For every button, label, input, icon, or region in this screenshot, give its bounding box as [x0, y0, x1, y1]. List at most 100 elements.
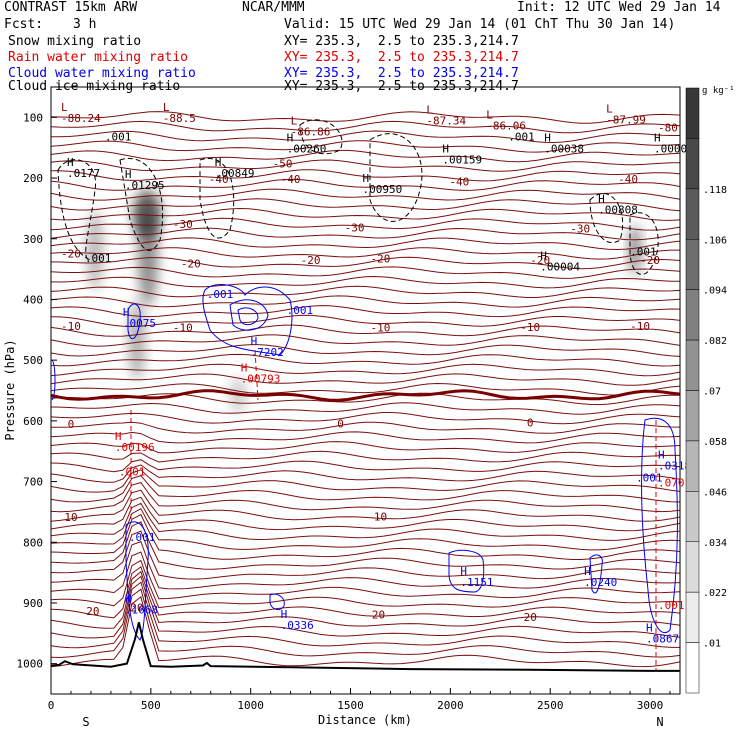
extremum-label: H.0867	[646, 621, 679, 645]
extremum-kind: H	[598, 192, 605, 205]
x-tick-label: 2500	[537, 699, 564, 712]
colorbar-tick-label: .01	[703, 639, 721, 650]
colorbar-segment	[685, 541, 700, 593]
extremum-value: .00808	[598, 203, 638, 216]
extremum-label: H.1668	[125, 592, 158, 616]
isotherm-label: -20	[640, 254, 660, 267]
isotherm-label: -20	[301, 254, 321, 267]
isotherm-label: 0	[337, 418, 344, 431]
isotherm-line	[50, 324, 681, 337]
field-label-cloudice: Cloud ice mixing ratio	[8, 79, 181, 94]
extremum-label: .001	[287, 304, 314, 317]
isotherm-label: 20	[130, 601, 143, 614]
isotherm-line	[50, 373, 681, 386]
colorbar-segment	[685, 339, 700, 391]
extremum-label: H.00808	[598, 192, 638, 216]
extremum-kind: L	[291, 115, 298, 128]
isotherm-line	[50, 111, 681, 124]
cloud-water-contour	[641, 417, 678, 633]
start-endpoint-label: S	[82, 715, 89, 729]
cloud-ice-contour	[199, 157, 235, 239]
y-tick-label: 100	[23, 111, 43, 124]
extremum-kind: H	[125, 168, 132, 181]
isotherm-line	[50, 431, 681, 444]
extremum-label: H.00159	[442, 142, 482, 166]
extremum-label: H.0240	[584, 565, 617, 589]
extremum-value: .01295	[125, 179, 165, 192]
extremum-kind: L	[606, 102, 613, 115]
extremum-label: .001	[119, 465, 145, 478]
extremum-kind: H	[67, 156, 74, 169]
isotherm-line	[50, 459, 681, 473]
colorbar-segment	[685, 642, 700, 694]
colorbar-tick-label: .106	[703, 235, 727, 246]
y-tick-label: 200	[23, 172, 43, 185]
extremum-kind: H	[241, 362, 248, 375]
field-xy-cloudice: XY= 235.3, 2.5 to 235.3,214.7	[284, 79, 519, 94]
snow-shade-blob	[87, 210, 103, 290]
extremum-value: .0177	[67, 167, 100, 180]
colorbar-segment	[685, 591, 700, 643]
isotherm-line	[50, 530, 681, 580]
colorbar-segment	[685, 440, 700, 492]
isotherm-line	[50, 140, 681, 153]
extremum-value: .7202	[251, 346, 284, 359]
y-tick-label: 800	[23, 536, 43, 549]
extremum-kind: H	[658, 448, 665, 461]
extremum-label: L-86.06	[486, 108, 526, 132]
extremum-kind: H	[215, 156, 222, 169]
colorbar-tick-label: .058	[703, 437, 727, 448]
contour-labels: -50 -40 -40 -40 -40 -30 -30 -30 -20 -20 -20 -20 -20 -…	[61, 101, 691, 645]
isotherm-label: -20	[181, 257, 201, 270]
extremum-value: .00196	[115, 441, 155, 454]
colorbar-segment	[685, 188, 700, 240]
extremum-value: .001	[85, 252, 112, 265]
extremum-value: .001	[129, 531, 156, 544]
extremum-label: H.00260	[287, 132, 327, 156]
isotherm-line	[50, 441, 681, 454]
extremum-label: L-86.86	[291, 115, 331, 139]
colorbar-unit: g kg⁻¹	[702, 86, 735, 96]
isotherm-line	[50, 247, 680, 260]
extremum-value: .070	[658, 476, 685, 489]
extremum-kind: H	[544, 132, 551, 145]
isotherm-line	[50, 551, 681, 600]
extremum-kind: H	[123, 306, 130, 319]
extremum-label: L-87.99	[606, 102, 646, 126]
isotherm-line	[50, 421, 681, 434]
y-tick-label: 900	[23, 597, 43, 610]
cloud-water-contour	[589, 554, 603, 594]
extremum-kind: H	[442, 142, 449, 155]
colorbar-segment	[685, 289, 700, 341]
isotherm-label: -30	[173, 218, 193, 231]
org-label: NCAR/MMM	[242, 0, 305, 15]
isotherm-line	[50, 217, 681, 231]
extremum-value: .00260	[287, 143, 327, 156]
extremum-value: -88.5	[163, 112, 196, 125]
x-tick-label: 2000	[437, 699, 464, 712]
extremum-label: .001	[207, 288, 234, 301]
isotherm-label: 20	[372, 609, 385, 622]
isotherm-line	[50, 363, 681, 377]
cloud-water-contour	[229, 299, 269, 331]
extremum-label: H.00196	[115, 430, 155, 454]
extremum-label: .001	[636, 472, 663, 485]
colorbar-segment	[685, 491, 700, 543]
colorbar-tick-label: .082	[703, 336, 727, 347]
isotherm-line	[50, 469, 681, 493]
extremum-kind: H	[115, 430, 122, 443]
extremum-kind: H	[125, 592, 132, 605]
isotherm-zero-line	[50, 389, 681, 402]
extremum-value: .00038	[544, 143, 584, 156]
cloud-water-contour	[51, 359, 56, 401]
isotherm-line	[50, 207, 681, 221]
forecast-label: Fcst:	[4, 17, 44, 32]
colorbar-segment	[685, 138, 700, 190]
extremum-value: .1151	[460, 576, 493, 589]
y-axis-title: Pressure (hPa)	[3, 339, 17, 440]
cloud-water-contour	[269, 593, 285, 611]
isotherm-line	[50, 489, 681, 522]
isotherm-line	[50, 541, 681, 590]
rain-contour	[254, 349, 259, 401]
